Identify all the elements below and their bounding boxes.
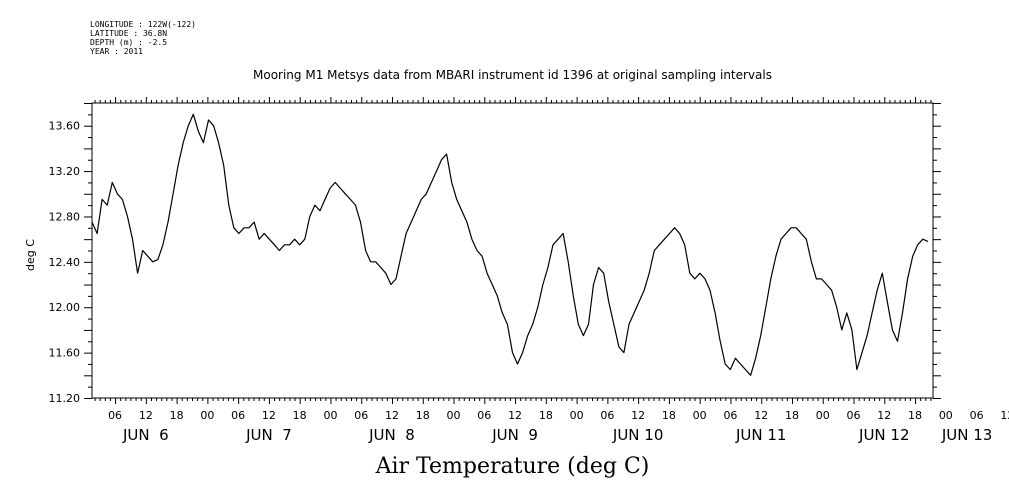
x-tick-label: 18 [170, 409, 184, 422]
x-tick-label: 12 [1000, 409, 1009, 422]
x-date-label: JUN 8 [368, 426, 415, 444]
x-tick-label: 12 [631, 409, 645, 422]
x-tick-label: 00 [570, 409, 584, 422]
x-date-label: JUN 6 [122, 426, 169, 444]
x-tick-label: 00 [939, 409, 953, 422]
y-tick-label: 12.00 [49, 301, 81, 314]
x-tick-label: 18 [908, 409, 922, 422]
x-tick-label: 06 [354, 409, 368, 422]
x-tick-label: 18 [416, 409, 430, 422]
x-tick-label: 12 [877, 409, 891, 422]
x-tick-label: 18 [662, 409, 676, 422]
y-tick-label: 13.60 [49, 120, 81, 133]
longitude-label: LONGITUDE : 122W(-122) [90, 20, 196, 29]
series-line [91, 113, 929, 376]
y-tick-labels: 11.20 11.60 12.00 12.40 12.80 13.20 13.60 [49, 120, 81, 405]
x-tick-label: 00 [200, 409, 214, 422]
x-tick-label: 06 [231, 409, 245, 422]
x-tick-label: 12 [385, 409, 399, 422]
x-tick-label: 12 [754, 409, 768, 422]
y-tick-label: 11.20 [49, 392, 81, 405]
x-tick-label: 06 [600, 409, 614, 422]
x-tick-label: 00 [693, 409, 707, 422]
x-tick-label: 12 [262, 409, 276, 422]
x-tick-label: 06 [847, 409, 861, 422]
x-tick-label: 18 [539, 409, 553, 422]
x-date-label: JUN 10 [612, 426, 663, 444]
x-date-label: JUN 13 [941, 426, 992, 444]
chart-title: Mooring M1 Metsys data from MBARI instru… [253, 68, 772, 82]
y-tick-label: 13.20 [49, 165, 81, 178]
x-tick-label: 06 [108, 409, 122, 422]
x-tick-label: 00 [447, 409, 461, 422]
x-tick-label: 18 [293, 409, 307, 422]
x-tick-label: 18 [785, 409, 799, 422]
y-tick-label: 11.60 [49, 347, 81, 360]
x-date-label: JUN 7 [245, 426, 292, 444]
x-tick-label: 06 [477, 409, 491, 422]
x-date-label: JUN 12 [858, 426, 909, 444]
y-tick-label: 12.80 [49, 210, 81, 223]
y-axis-label: deg C [24, 239, 37, 271]
y-tick-label: 12.40 [49, 256, 81, 269]
x-date-label: JUN 9 [491, 426, 538, 444]
x-date-labels: JUN 6 JUN 7 JUN 8 JUN 9 JUN 10 JUN 11 JUN 12 JU… [122, 426, 992, 444]
x-tick-label: 06 [723, 409, 737, 422]
depth-label: DEPTH (m) : -2.5 [90, 38, 168, 47]
axis-ticks [84, 97, 941, 404]
x-tick-label: 12 [508, 409, 522, 422]
x-tick-label: 00 [816, 409, 830, 422]
station-metadata: LONGITUDE : 122W(-122) LATITUDE : 36.8N … [90, 20, 196, 56]
x-tick-label: 06 [970, 409, 984, 422]
series-layer [91, 113, 929, 376]
x-tick-label: 12 [139, 409, 153, 422]
year-label: YEAR : 2011 [90, 47, 143, 56]
x-axis-title: Air Temperature (deg C) [375, 454, 650, 479]
x-tick-labels: 06 12 18 00 06 12 18 00 06 12 18 00 06 12 18 00 06 12 18 00… [108, 409, 1009, 422]
x-date-label: JUN 11 [735, 426, 786, 444]
x-tick-label: 00 [323, 409, 337, 422]
latitude-label: LATITUDE : 36.8N [90, 29, 168, 38]
